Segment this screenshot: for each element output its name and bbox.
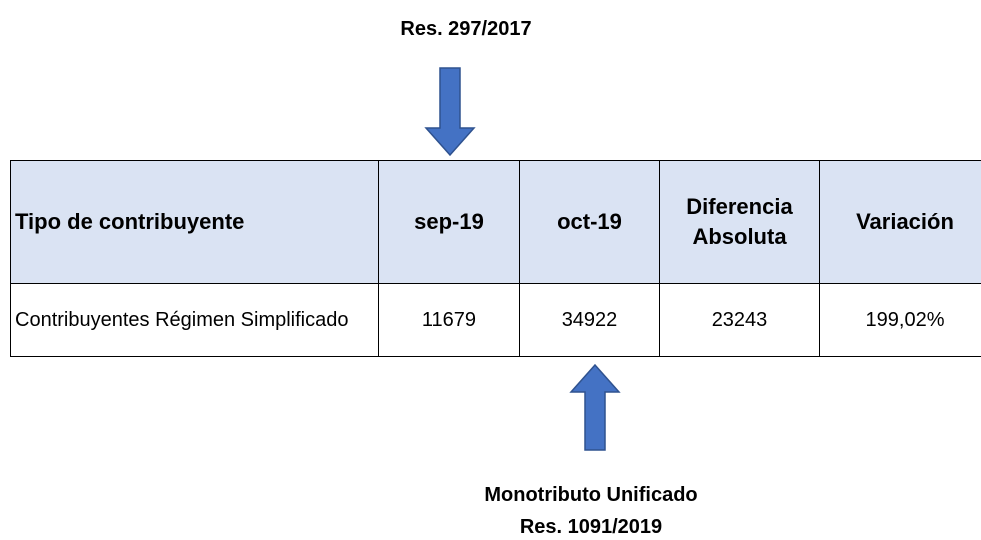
column-header: Variación — [819, 160, 981, 284]
bottom-annotation: Res. 1091/2019 — [519, 516, 663, 538]
table-cell: 23243 — [659, 283, 820, 357]
top-annotation: Res. 297/2017 — [400, 18, 532, 40]
column-header: oct-19 — [519, 160, 660, 284]
table-wrap: Tipo de contribuyente sep-19 oct-19 Diferen… — [10, 160, 981, 357]
down-arrow — [424, 67, 476, 157]
table-cell: 199,02% — [819, 283, 981, 357]
header-row: Tipo de contribuyente sep-19 oct-19 Diferen… — [10, 160, 981, 284]
column-header: Diferencia Absoluta — [659, 160, 820, 284]
data-table: Tipo de contribuyente sep-19 oct-19 Diferen… — [10, 160, 981, 357]
up-arrow — [569, 363, 621, 451]
table-cell: Contribuyentes Régimen Simplificado — [10, 283, 379, 357]
table-cell: 11679 — [378, 283, 520, 357]
table-body: Contribuyentes Régimen Simplificado 11679… — [10, 283, 981, 357]
column-header: sep-19 — [378, 160, 520, 284]
bottom-annotation: Monotributo Unificado — [484, 484, 698, 506]
column-header: Tipo de contribuyente — [10, 160, 379, 284]
table-cell: 34922 — [519, 283, 660, 357]
table-row: Contribuyentes Régimen Simplificado 11679… — [10, 283, 981, 357]
